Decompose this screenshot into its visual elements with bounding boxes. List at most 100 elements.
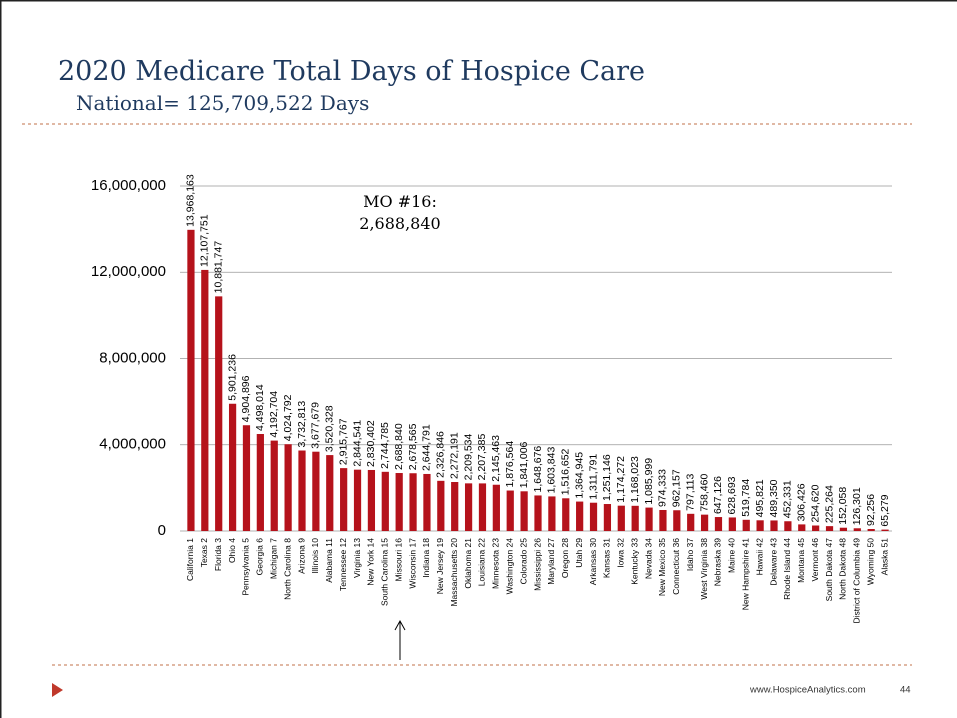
- value-label: 1,251,146: [601, 454, 613, 501]
- x-tick-label: Georgia 6: [255, 538, 265, 576]
- x-tick-label: Tennessee 12: [338, 538, 348, 591]
- bar: [603, 504, 612, 531]
- x-tick-label: Oklahoma 21: [463, 538, 473, 589]
- bar: [853, 528, 861, 531]
- x-tick-label: Florida 3: [213, 538, 223, 571]
- bar: [284, 444, 292, 531]
- footer-triangle: [52, 683, 63, 697]
- value-label: 962,157: [671, 469, 683, 507]
- x-tick-label: Arkansas 30: [588, 538, 598, 586]
- bar: [353, 469, 362, 531]
- x-tick-label: Maine 40: [727, 538, 737, 573]
- x-tick-label: Utah 29: [574, 538, 584, 568]
- annotation-line: 2,688,840: [359, 214, 440, 233]
- bar: [201, 269, 209, 531]
- value-label: 13,968,163: [185, 174, 197, 227]
- y-tick-label: 8,000,000: [99, 349, 166, 366]
- value-label: 306,426: [796, 483, 808, 521]
- bar: [520, 491, 528, 531]
- x-tick-label: Oregon 28: [560, 538, 570, 578]
- bar: [867, 529, 875, 531]
- bar: [631, 505, 639, 531]
- value-label: 628,693: [726, 476, 738, 514]
- bar: [464, 483, 473, 531]
- x-tick-label: Illinois 10: [310, 538, 320, 574]
- value-label: 2,145,463: [490, 435, 502, 482]
- chart-subtitle: National= 125,709,522 Days: [76, 91, 369, 115]
- value-label: 126,301: [851, 487, 863, 525]
- value-label: 2,844,541: [351, 420, 363, 467]
- x-tick-label: Missouri 16: [393, 538, 403, 582]
- x-tick-label: Vermont 46: [810, 538, 820, 582]
- bar: [187, 229, 195, 531]
- x-tick-label: New Mexico 35: [657, 538, 667, 596]
- value-label: 5,901,236: [226, 354, 238, 401]
- bar: [312, 451, 320, 531]
- value-label: 1,876,564: [504, 441, 516, 488]
- value-label: 92,256: [865, 494, 877, 526]
- x-tick-label: Alaska 51: [879, 538, 889, 576]
- x-tick-label: Massachusetts 20: [449, 538, 459, 607]
- x-tick-label: Connecticut 36: [671, 538, 681, 595]
- x-tick-label: Nevada 34: [643, 538, 653, 579]
- value-label: 1,516,652: [560, 448, 572, 495]
- value-label: 3,677,679: [310, 402, 322, 449]
- x-tick-label: Alabama 11: [324, 538, 334, 583]
- x-tick-label: Texas 2: [199, 538, 209, 568]
- value-label: 2,209,534: [462, 433, 474, 480]
- value-label: 1,364,945: [573, 452, 585, 499]
- bar: [437, 480, 445, 531]
- x-tick-label: New York 14: [366, 538, 376, 586]
- value-label: 519,784: [740, 479, 752, 517]
- bar: [645, 507, 653, 531]
- bar: [409, 473, 417, 531]
- x-tick-label: Minnesota 23: [491, 538, 501, 589]
- x-tick-label: Kentucky 33: [629, 538, 639, 585]
- y-tick-label: 16,000,000: [91, 177, 166, 194]
- bar: [659, 509, 667, 531]
- x-tick-label: Louisiana 22: [477, 538, 487, 586]
- chart-title: 2020 Medicare Total Days of Hospice Care: [58, 56, 645, 87]
- x-tick-label: Wyoming 50: [865, 538, 875, 585]
- bar: [576, 501, 584, 531]
- x-tick-label: West Virginia 38: [699, 538, 709, 600]
- value-label: 1,085,999: [643, 458, 655, 505]
- bar: [881, 529, 889, 531]
- bar: [534, 495, 542, 531]
- value-label: 452,331: [782, 480, 794, 518]
- bar: [215, 296, 223, 531]
- bar: [700, 514, 709, 531]
- value-label: 254,620: [809, 484, 821, 522]
- bar: [728, 517, 736, 531]
- value-label: 4,498,014: [254, 384, 266, 431]
- bar: [270, 440, 278, 531]
- x-tick-label: Idaho 37: [685, 538, 695, 571]
- value-label: 4,024,792: [282, 394, 294, 441]
- value-label: 647,126: [712, 476, 724, 514]
- x-tick-label: Colorado 25: [518, 538, 528, 585]
- bar: [506, 490, 514, 531]
- value-label: 1,648,676: [532, 446, 544, 493]
- bar: [589, 502, 598, 531]
- bar: [228, 403, 237, 531]
- x-tick-label: North Dakota 48: [838, 538, 848, 600]
- value-label: 2,326,846: [435, 431, 447, 478]
- value-label: 974,333: [657, 469, 669, 507]
- value-label: 495,821: [754, 479, 766, 517]
- x-tick-label: Virginia 13: [352, 538, 362, 578]
- bar: [798, 524, 806, 531]
- bar: [381, 471, 389, 531]
- bar: [451, 482, 459, 531]
- x-tick-label: Indiana 18: [421, 538, 431, 578]
- value-label: 1,168,023: [629, 456, 641, 503]
- x-tick-label: Washington 24: [504, 538, 514, 595]
- page-number: 44: [900, 685, 911, 696]
- x-tick-label: New Jersey 19: [435, 538, 445, 594]
- y-tick-label: 0: [158, 522, 166, 539]
- bar: [673, 510, 681, 531]
- bar: [562, 498, 570, 531]
- footer-url: www.HospiceAnalytics.com: [749, 685, 866, 696]
- x-tick-label: Hawaii 42: [754, 538, 764, 576]
